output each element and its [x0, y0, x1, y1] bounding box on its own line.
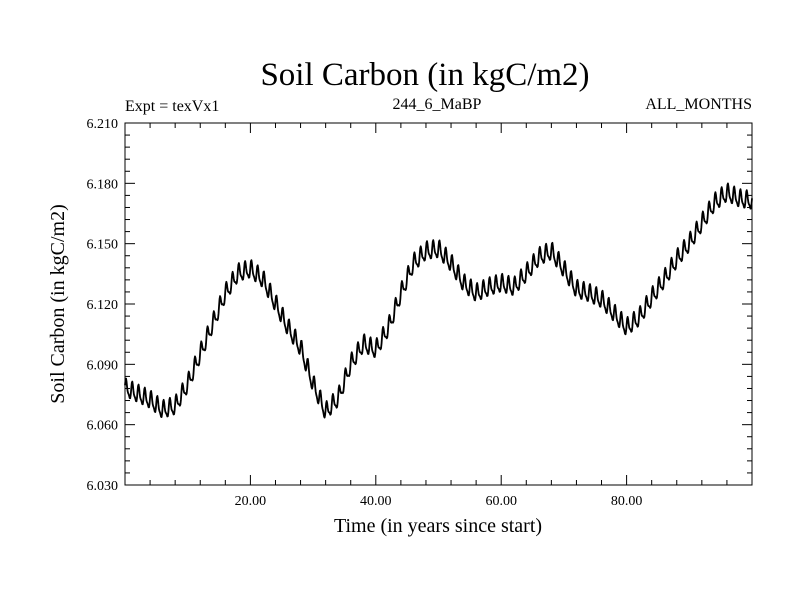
y-tick-label: 6.090	[87, 358, 119, 373]
y-tick-label: 6.120	[87, 298, 119, 313]
axis-ticks: 20.00 40.00 60.00 80.00 6.030 6.060 6.090 6.120…	[87, 117, 752, 509]
experiment-label: Expt = texVx1	[125, 98, 219, 115]
y-tick-label: 6.210	[87, 117, 119, 132]
plot-frame	[124, 122, 753, 486]
x-tick-label: 80.00	[611, 494, 643, 509]
data-series	[124, 182, 753, 419]
period-label: 244_6_MaBP	[393, 96, 482, 113]
chart-title: Soil Carbon (in kgC/m2)	[260, 57, 589, 93]
y-tick-label: 6.060	[87, 419, 119, 434]
y-axis-label: Soil Carbon (in kgC/m2)	[47, 204, 69, 403]
x-tick-label: 20.00	[235, 494, 267, 509]
months-label: ALL_MONTHS	[645, 96, 752, 113]
soil-carbon-line	[124, 182, 753, 419]
y-tick-label: 6.150	[87, 238, 119, 253]
x-axis-label: Time (in years since start)	[334, 515, 542, 537]
y-tick-label: 6.030	[87, 479, 119, 494]
x-tick-label: 60.00	[485, 494, 517, 509]
y-tick-label: 6.180	[87, 177, 119, 192]
x-tick-label: 40.00	[360, 494, 392, 509]
